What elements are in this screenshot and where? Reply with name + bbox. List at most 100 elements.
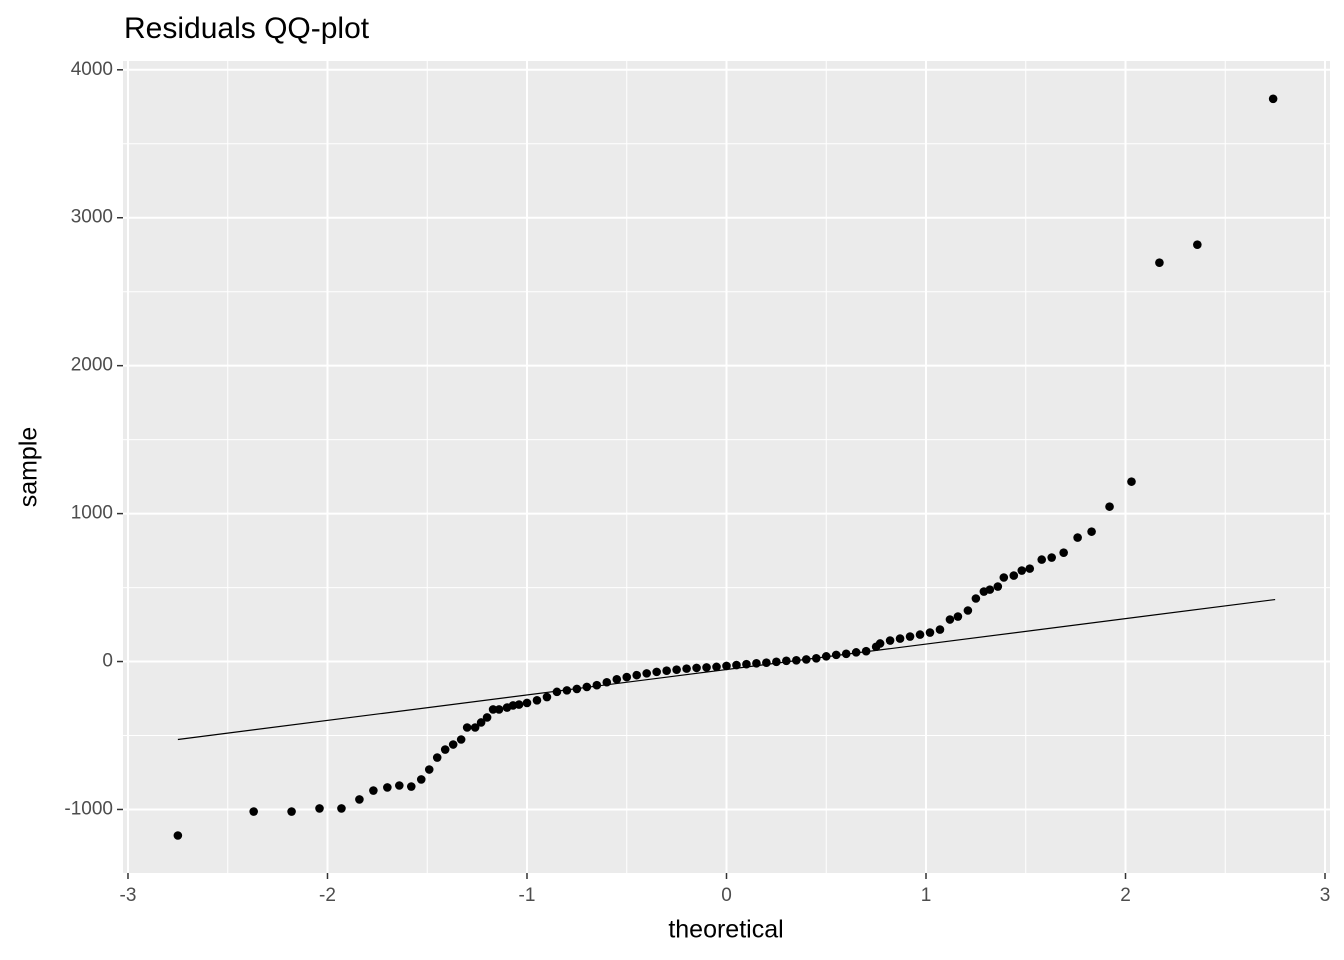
point [337,804,346,813]
point [1087,527,1096,536]
point [562,686,572,695]
x-tick-label: 0 [721,885,732,906]
point [642,669,651,678]
point [440,745,450,754]
point [522,698,532,708]
point [702,663,711,672]
x-axis-label: theoretical [668,916,783,944]
point [456,735,466,744]
point [488,705,498,714]
point [732,660,741,670]
point [612,674,622,684]
point [752,659,761,668]
point [532,695,542,705]
point [672,665,681,674]
point [722,661,731,671]
point [602,677,612,687]
y-tick-label: 3000 [71,207,113,228]
point [315,804,324,813]
point [742,659,751,669]
point [935,625,945,634]
point [861,646,871,656]
point [762,658,771,668]
point [470,723,480,732]
point [811,653,821,663]
point [792,656,801,665]
point [782,656,791,666]
point [249,807,258,816]
point [622,672,632,682]
x-tick-label: 1 [921,885,932,906]
point [552,687,562,697]
point [712,662,721,672]
point [1155,258,1164,268]
point [476,718,486,727]
point [971,594,981,603]
y-tick-label: 4000 [71,59,113,80]
point [662,666,671,676]
point [945,615,955,624]
point [406,782,416,791]
point [821,652,831,661]
point [831,650,841,660]
point [692,663,701,673]
x-tick-label: 3 [1320,885,1331,906]
point [652,667,661,677]
point [875,639,885,648]
point [999,573,1009,582]
point [925,628,935,637]
x-tick-label: -1 [519,885,536,906]
point [592,680,602,690]
x-tick-label: -3 [120,885,137,906]
point [1047,553,1056,562]
point [432,753,442,762]
point [1009,571,1019,580]
point [514,700,524,709]
point [1127,477,1136,486]
point [1037,555,1047,564]
point [424,765,434,774]
point [494,705,504,714]
point [841,649,851,659]
point [963,606,973,615]
point [885,636,895,645]
x-tick-label: 2 [1120,885,1131,906]
point [851,648,861,657]
point [802,655,811,664]
point [915,630,925,639]
y-tick-label: 0 [102,651,113,672]
point [632,670,642,680]
point [993,582,1003,591]
point [395,781,404,790]
point [1073,533,1082,542]
point [1025,564,1035,573]
y-tick-label: 2000 [71,355,113,376]
point [1193,240,1202,249]
point [895,634,905,643]
point [1268,94,1278,104]
x-tick-label: -2 [319,885,336,906]
point [462,723,472,732]
point [1059,548,1068,557]
point [482,713,492,722]
point [355,795,364,804]
point [287,807,296,816]
point [572,684,582,694]
point [383,783,392,792]
point [953,612,963,621]
y-tick-label: 1000 [71,503,113,524]
y-axis-label: sample [15,427,43,508]
point [448,740,458,749]
point [1105,502,1114,511]
point [1017,566,1027,575]
point [542,692,552,702]
point [905,632,915,641]
point [985,585,995,594]
point [173,831,183,840]
y-tick-label: -1000 [64,798,113,819]
point [582,682,592,692]
point [416,775,426,784]
point [369,786,378,795]
